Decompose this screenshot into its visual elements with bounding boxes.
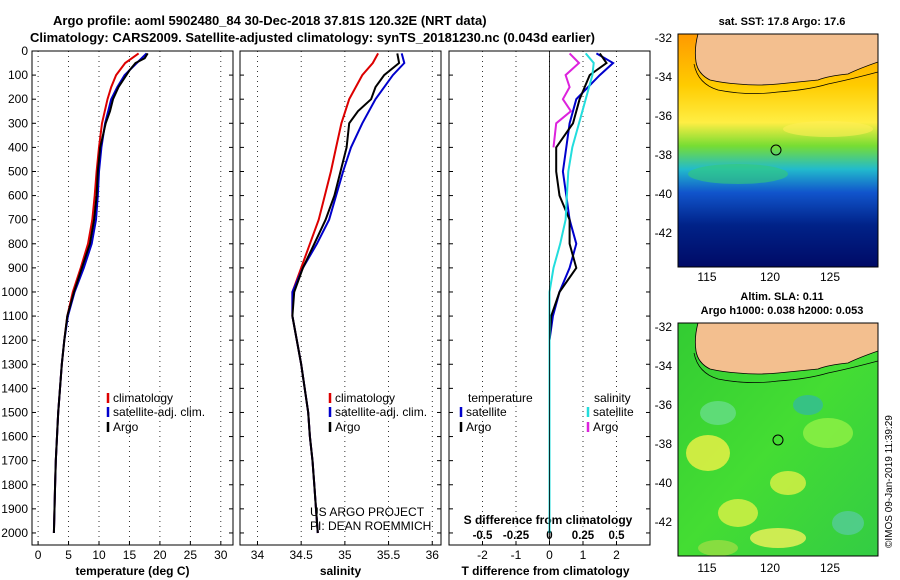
depth-tick-label: 2000 [1,526,28,540]
tdiff-tick-label: 1 [580,548,587,562]
sla-lon-label: 120 [760,561,780,575]
sst-lon-label: 125 [820,270,840,284]
temperature-tick-label: 0 [35,548,42,562]
sla-lat-label: -40 [655,476,673,490]
tdiff-tick-label: 0 [546,548,553,562]
depth-tick-label: 800 [8,237,28,251]
depth-tick-label: 400 [8,140,28,154]
depth-tick-label: 1100 [2,309,28,323]
temperature-series-2 [52,52,149,534]
depth-tick-label: 1200 [1,333,28,347]
temp-legend-sat-label: satellite-adj. clim. [113,405,205,419]
credit-line1: US ARGO PROJECT [310,505,425,519]
depth-tick-label: 1300 [1,357,28,371]
depth-tick-label: 1000 [1,285,28,299]
temperature-series-1 [52,52,148,534]
sal-legend-sat-label: satellite-adj. clim. [335,405,427,419]
temperature-tick-label: 5 [65,548,72,562]
depth-tick-label: 300 [8,116,28,130]
sst-lon-label: 115 [697,270,716,284]
depth-tick-label: 200 [8,92,28,106]
diff-legend-s-sat-label: satellite [593,405,634,419]
tdiff-tick-label: -1 [511,548,522,562]
map-axis-labels: 115 115 120 120 125 125 -32 -32 -34 -34 -36 -36 -38 -… [655,31,841,575]
profile-plots: 0100200300400500600700800900100011001200… [1,44,651,578]
temperature-tick-label: 15 [123,548,137,562]
sdiff-tick-label: 0.25 [572,530,595,542]
sst-lat-label: -36 [655,109,673,123]
depth-tick-label: 500 [8,164,28,178]
sst-lon-label: 120 [760,270,780,284]
depth-tick-label: 600 [8,189,28,203]
depth-tick-label: 1800 [1,478,28,492]
temperature-axis-label: temperature (deg C) [75,564,189,578]
depth-tick-label: 700 [8,213,28,227]
header-line1: Argo profile: aoml 5902480_84 30-Dec-201… [53,13,487,28]
sst-lat-label: -40 [655,187,673,201]
sla-lat-label: -36 [655,398,673,412]
diff-series-3 [552,52,581,148]
sst-lat-label: -34 [655,70,673,84]
depth-tick-label: 0 [21,44,28,58]
sdiff-tick-label: -0.25 [503,530,530,542]
sst-map-image [678,34,878,267]
depth-tick-label: 1600 [1,430,28,444]
temperature-tick-label: 25 [184,548,198,562]
tdiff-axis-label: T difference from climatology [461,564,629,578]
sst-lat-label: -38 [655,148,673,162]
imos-credit: ©IMOS 09-Jan-2019 11:39:29 [884,415,895,548]
diff-legend-temperature-heading: temperature [468,391,533,405]
sla-lat-label: -38 [655,437,673,451]
sla-map: Altim. SLA: 0.11 Argo h1000: 0.038 h2000… [677,291,879,557]
diff-legend-t-argo-label: Argo [466,420,492,434]
salinity-series-0 [291,52,379,534]
credit-line2: PI: DEAN ROEMMICH [310,519,431,533]
salinity-tick-label: 35.5 [377,548,401,562]
sla-lon-label: 125 [820,561,840,575]
header-line2: Climatology: CARS2009. Satellite-adjuste… [30,30,595,45]
sdiff-tick-label: 0.5 [609,530,626,542]
sal-legend-clim-label: climatology [335,391,395,405]
diff-legend-salinity-heading: salinity [594,391,631,405]
temp-legend-argo-label: Argo [113,420,139,434]
tdiff-tick-label: 2 [613,548,620,562]
tdiff-tick-label: -2 [477,548,488,562]
plot-frame-2 [239,50,442,546]
salinity-axis-label: salinity [320,564,362,578]
sla-lat-label: -42 [655,515,673,529]
sst-title: sat. SST: 17.8 Argo: 17.6 [719,16,846,28]
depth-tick-label: 900 [8,261,28,275]
sst-lat-label: -42 [655,226,673,240]
sst-map: sat. SST: 17.8 Argo: 17.6 [677,16,879,268]
sla-lon-label: 115 [697,561,716,575]
temperature-tick-label: 30 [214,548,228,562]
depth-tick-label: 1700 [1,454,28,468]
sal-legend-argo-label: Argo [335,420,361,434]
diff-legend-s-argo-label: Argo [593,420,619,434]
depth-tick-label: 1500 [1,405,28,419]
salinity-tick-label: 35 [338,548,352,562]
sla-title2: Argo h1000: 0.038 h2000: 0.053 [701,305,864,317]
depth-tick-label: 1400 [1,381,28,395]
temp-legend-clim-label: climatology [113,391,173,405]
salinity-tick-label: 34.5 [289,548,313,562]
salinity-tick-label: 36 [426,548,440,562]
temperature-tick-label: 20 [153,548,167,562]
sla-map-image [678,323,878,556]
diff-legend-t-sat-label: satellite [466,405,507,419]
temperature-series-0 [52,52,140,534]
sst-lat-label: -32 [655,31,673,45]
depth-tick-label: 1900 [1,502,28,516]
sdiff-tick-label: -0.5 [473,530,493,542]
sdiff-axis-title: S difference from climatology [464,513,633,527]
sla-lat-label: -32 [655,320,673,334]
plot-frame-1 [31,50,234,546]
salinity-series-2 [291,53,401,534]
temperature-tick-label: 10 [92,548,106,562]
sla-lat-label: -34 [655,359,673,373]
depth-tick-label: 100 [8,68,28,82]
sla-title1: Altim. SLA: 0.11 [740,291,823,303]
salinity-tick-label: 34 [251,548,265,562]
